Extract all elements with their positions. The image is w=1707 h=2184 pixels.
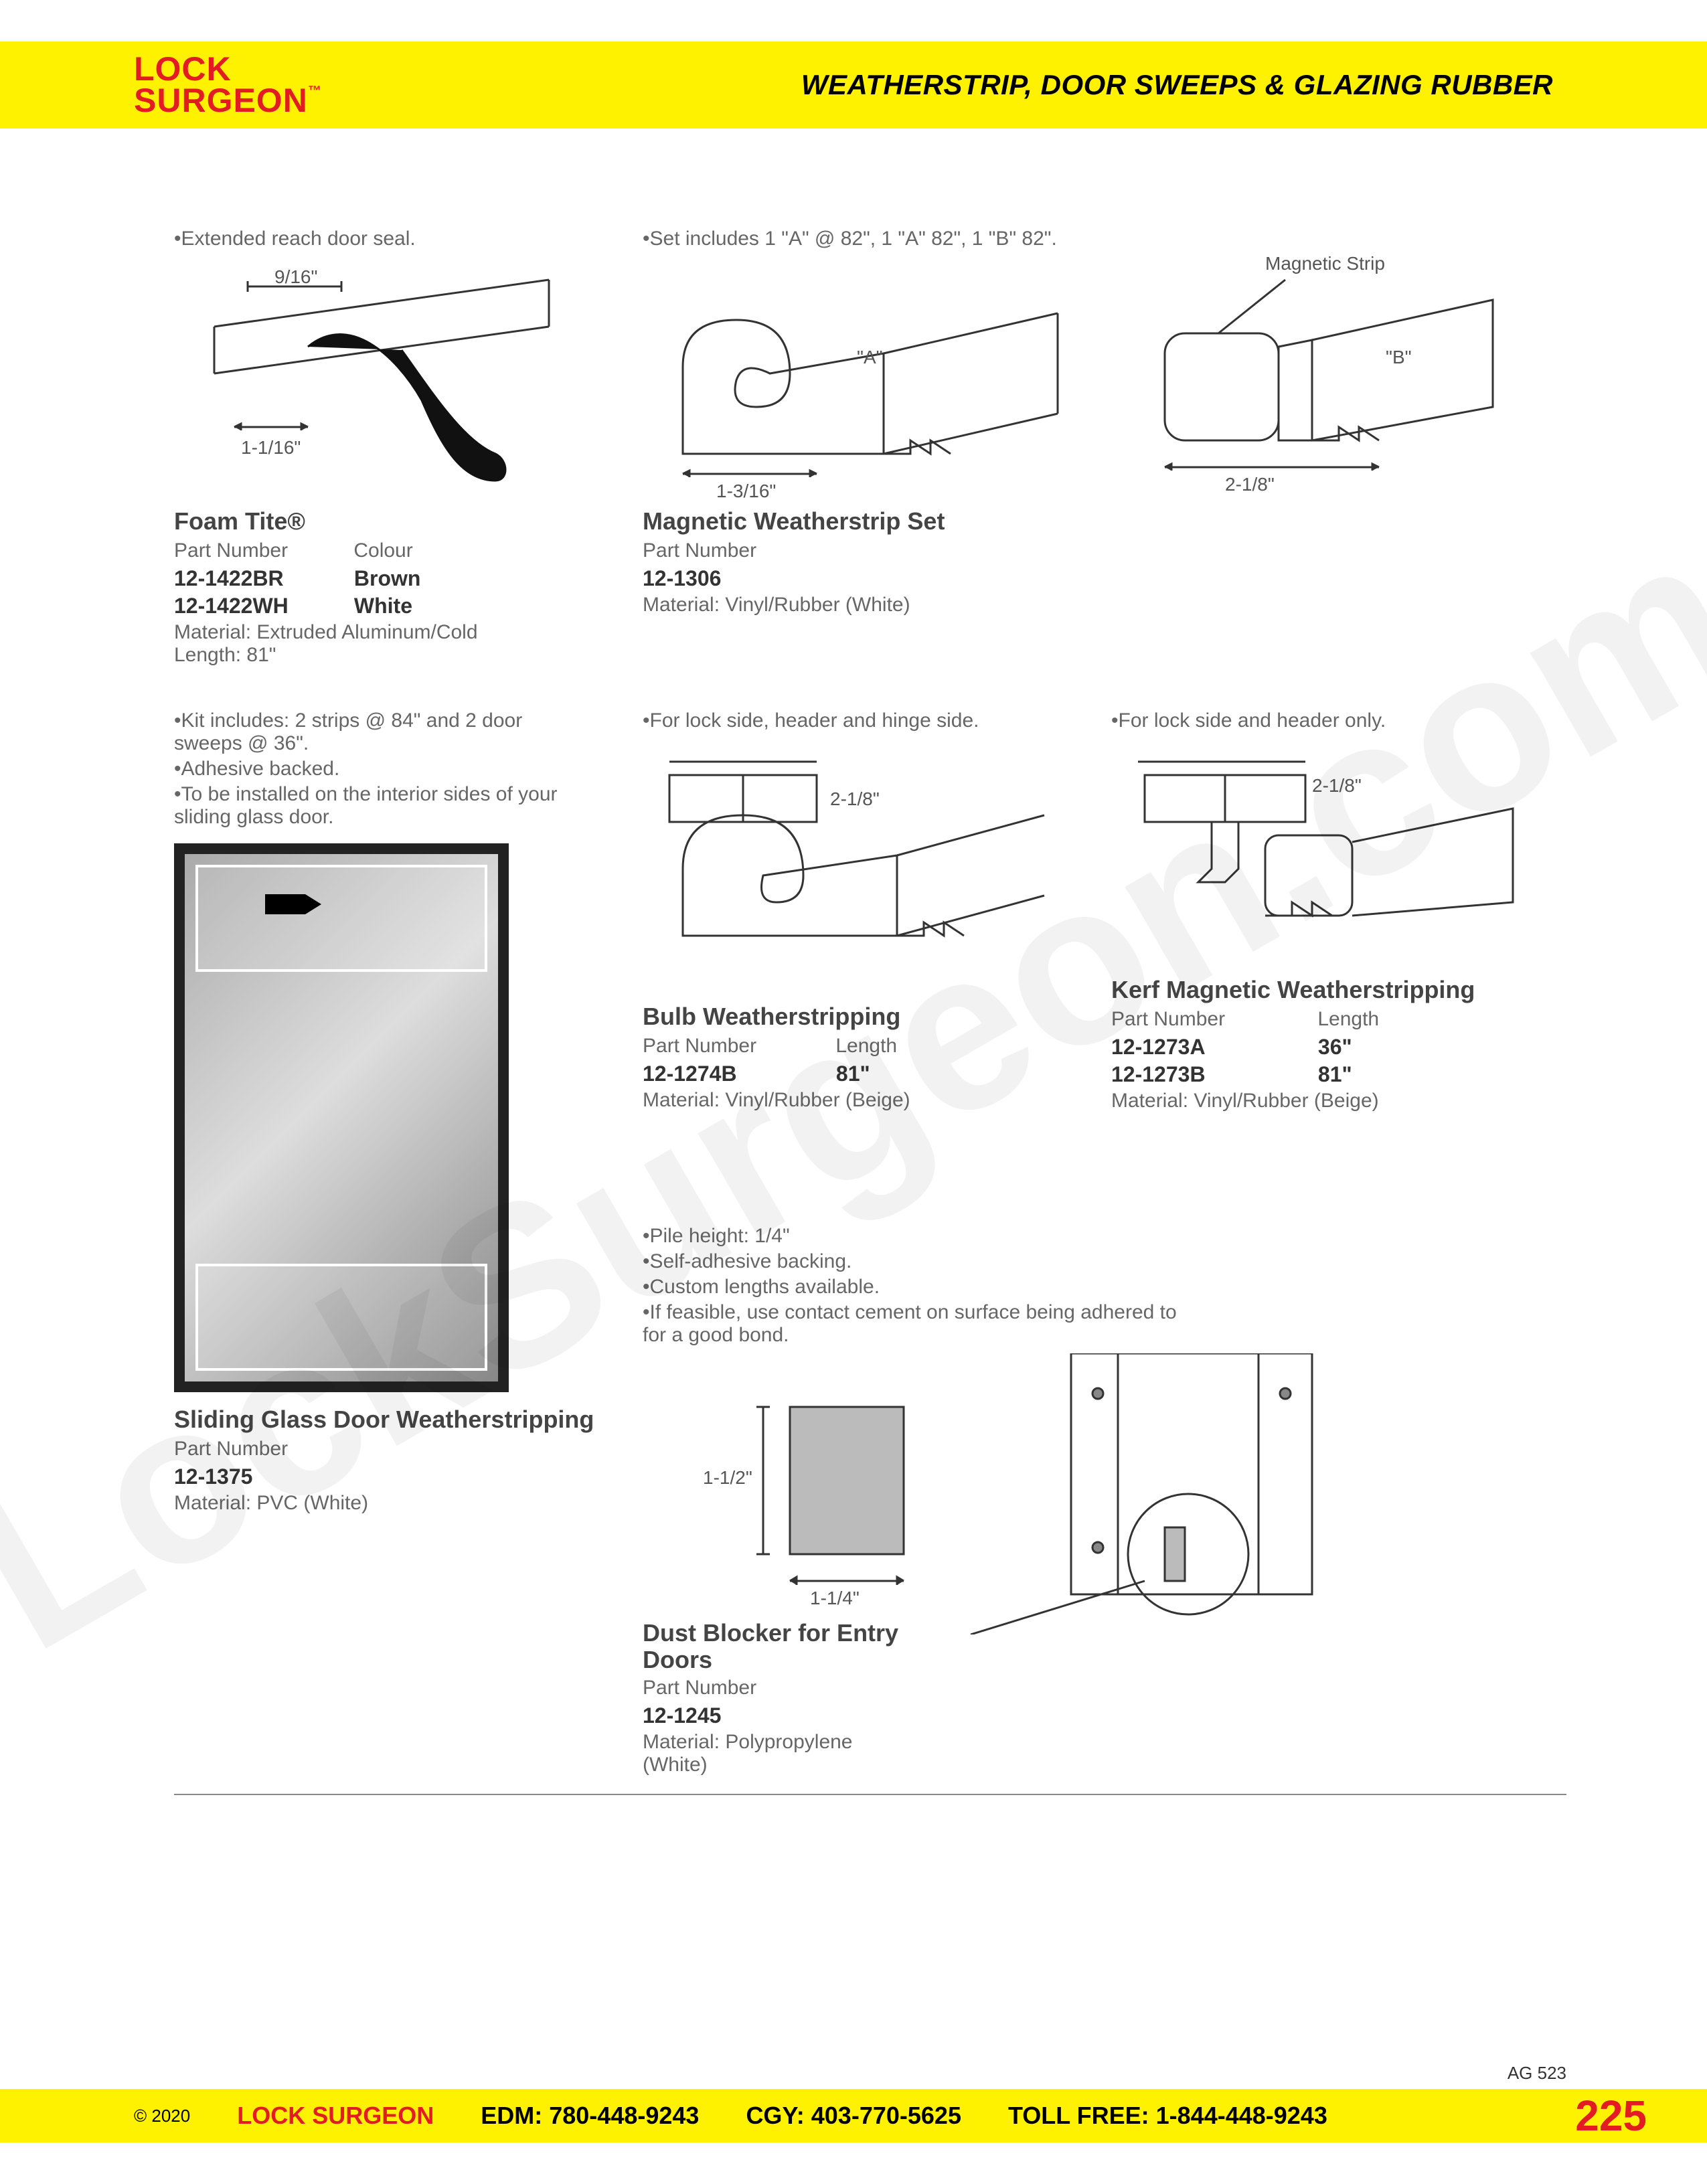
p2-diagram: "A" "B" Magnetic Strip 1-3/16" 2-1/8" (643, 253, 1566, 507)
p6-dim-h: 1-1/2" (703, 1467, 752, 1489)
header-bar: LOCK SURGEON™ WEATHERSTRIP, DOOR SWEEPS … (0, 41, 1707, 129)
p1-hdr-colour: Colour (353, 539, 412, 562)
p3-photo (174, 843, 509, 1392)
p4-diagram: 2-1/8" (643, 735, 1071, 1003)
footer-brand: LOCK SURGEON (237, 2102, 434, 2130)
p3-hdr: Part Number (174, 1438, 602, 1460)
p6-diagram: 1-1/2" 1-1/4" (643, 1353, 1566, 1634)
p3-bullet2: •Adhesive backed. (174, 758, 602, 780)
p1-dim-h: 1-1/16" (241, 437, 301, 458)
footer-tollfree: TOLL FREE: 1-844-448-9243 (1008, 2102, 1327, 2130)
p1-row2-colour: White (354, 594, 412, 618)
p5-row1-len: 36" (1318, 1035, 1352, 1059)
p5-row2-len: 81" (1318, 1062, 1352, 1086)
p5-bullet: •For lock side and header only. (1111, 709, 1566, 732)
p6-title: Dust Blocker for Entry Doors (643, 1620, 910, 1673)
p4-bullet: •For lock side, header and hinge side. (643, 709, 1071, 732)
p3-bullet1: •Kit includes: 2 strips @ 84" and 2 door… (174, 709, 589, 755)
p1-dim-w: 9/16" (274, 266, 317, 288)
p6-b3: •Custom lengths available. (643, 1276, 1566, 1298)
p3-title: Sliding Glass Door Weatherstripping (174, 1406, 602, 1434)
p1-bullet: •Extended reach door seal. (174, 228, 602, 250)
logo-tm: ™ (308, 84, 322, 98)
p2-label-magstrip: Magnetic Strip (1265, 253, 1385, 274)
p4-pn: 12-1274B (643, 1062, 830, 1086)
footer-copyright: © 2020 (134, 2106, 190, 2126)
p1-title: Foam Tite® (174, 507, 602, 535)
p2-bullet: •Set includes 1 "A" @ 82", 1 "A" 82", 1 … (643, 228, 1566, 250)
p5-row2-pn: 12-1273B (1111, 1062, 1312, 1087)
p2-label-a: "A" (857, 347, 883, 368)
p2-label-b: "B" (1386, 347, 1412, 368)
p1-length: Length: 81" (174, 644, 602, 667)
p4-material: Material: Vinyl/Rubber (Beige) (643, 1089, 1071, 1112)
content-area: •Extended reach door seal. 9/16" (174, 228, 1566, 1983)
p1-material: Material: Extruded Aluminum/Cold (174, 621, 602, 644)
p6-pn: 12-1245 (643, 1703, 910, 1728)
logo: LOCK SURGEON™ (134, 54, 322, 117)
p5-row1-pn: 12-1273A (1111, 1035, 1312, 1060)
p5-dim: 2-1/8" (1312, 775, 1362, 796)
p1-diagram: 9/16" 1-1/16" (174, 253, 602, 507)
p5-material: Material: Vinyl/Rubber (Beige) (1111, 1090, 1566, 1112)
p1-hdr-part: Part Number (174, 539, 348, 562)
p6-hdr: Part Number (643, 1677, 910, 1699)
p2-dim-a: 1-3/16" (716, 481, 776, 502)
ag-code: AG 523 (1508, 2063, 1566, 2084)
p1-row1-pn: 12-1422BR (174, 566, 348, 591)
p4-hdr-part: Part Number (643, 1035, 830, 1058)
footer-page-number: 225 (1575, 2091, 1647, 2140)
p3-material: Material: PVC (White) (174, 1492, 602, 1515)
p2-hdr-part: Part Number (643, 539, 1566, 562)
p2-pn: 12-1306 (643, 566, 1566, 591)
page-header-title: WEATHERSTRIP, DOOR SWEEPS & GLAZING RUBB… (801, 69, 1553, 101)
p5-hdr-len: Length (1317, 1008, 1379, 1030)
p6-b1: •Pile height: 1/4" (643, 1225, 1566, 1248)
p4-dim: 2-1/8" (830, 788, 880, 810)
p4-hdr-len: Length (835, 1035, 897, 1057)
logo-line2: SURGEON (134, 82, 308, 119)
p5-title: Kerf Magnetic Weatherstripping (1111, 976, 1566, 1004)
footer-edm: EDM: 780-448-9243 (481, 2102, 699, 2130)
p4-len: 81" (836, 1062, 870, 1086)
footer-bar: © 2020 LOCK SURGEON EDM: 780-448-9243 CG… (0, 2089, 1707, 2143)
p6-b2: •Self-adhesive backing. (643, 1250, 1566, 1273)
p2-material: Material: Vinyl/Rubber (White) (643, 594, 1566, 616)
section-divider (174, 1794, 1566, 1795)
p5-hdr-part: Part Number (1111, 1008, 1312, 1031)
p2-dim-b: 2-1/8" (1225, 474, 1275, 495)
p5-diagram: 2-1/8" (1111, 735, 1566, 976)
p6-b4: •If feasible, use contact cement on surf… (643, 1301, 1178, 1347)
p2-title: Magnetic Weatherstrip Set (643, 507, 1566, 535)
p3-pn: 12-1375 (174, 1464, 602, 1489)
p1-row2-pn: 12-1422WH (174, 594, 348, 618)
p1-row1-colour: Brown (354, 566, 421, 590)
p6-material: Material: Polypropylene (White) (643, 1731, 910, 1776)
p3-bullet3: •To be installed on the interior sides o… (174, 783, 589, 829)
p4-title: Bulb Weatherstripping (643, 1003, 1071, 1031)
p6-dim-w: 1-1/4" (810, 1588, 860, 1609)
footer-cgy: CGY: 403-770-5625 (746, 2102, 961, 2130)
